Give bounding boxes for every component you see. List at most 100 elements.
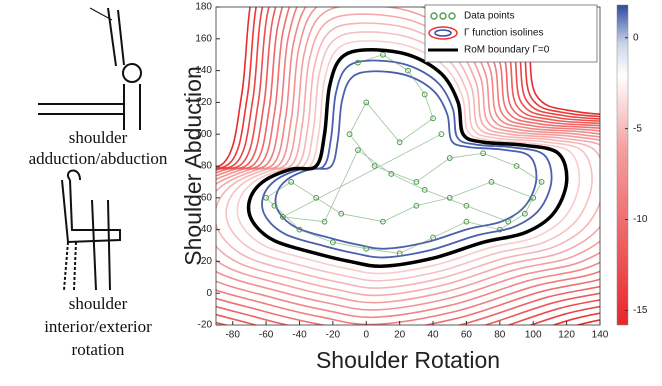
trajectory <box>265 54 543 254</box>
x-axis-label: Shoulder Rotation <box>316 347 500 373</box>
isoline <box>274 70 538 250</box>
data-point <box>396 250 403 257</box>
caption: rotation <box>72 340 125 359</box>
colorbar-tick-label: 0 <box>633 32 639 43</box>
isoline <box>216 7 600 325</box>
data-point <box>363 245 370 252</box>
isoline <box>216 7 600 325</box>
data-point <box>430 234 436 241</box>
x-tick-label: 0 <box>363 330 369 341</box>
data-point <box>321 218 328 225</box>
data-point <box>388 171 395 177</box>
colorbar-tick-label: -10 <box>633 214 648 225</box>
y-tick-label: 0 <box>206 288 212 299</box>
legend-marker <box>428 26 458 40</box>
isoline <box>216 7 600 325</box>
y-tick-label: 180 <box>195 2 212 13</box>
data-point <box>296 226 303 233</box>
data-point <box>413 179 420 185</box>
data-point <box>313 194 320 201</box>
y-tick-label: 160 <box>195 33 212 44</box>
isoline <box>216 7 600 325</box>
data-point <box>263 194 269 201</box>
data-point <box>446 194 453 201</box>
legend-label: RoM boundary Γ=0 <box>464 45 550 56</box>
legend-box <box>424 4 598 63</box>
data-point <box>371 163 378 169</box>
data-point <box>480 150 487 157</box>
caption: shoulder <box>69 294 128 313</box>
data-point <box>538 179 545 185</box>
legend-marker <box>430 12 456 20</box>
caption: adduction/abduction <box>29 149 168 168</box>
rotation-figure <box>61 169 121 291</box>
x-tick-label: 60 <box>461 330 473 341</box>
isoline <box>216 7 600 325</box>
data-point <box>505 218 512 225</box>
data-point <box>329 239 336 246</box>
data-point <box>530 194 537 201</box>
legend-label: Data points <box>464 11 515 22</box>
legend: Data points Γ function isolines RoM boun… <box>424 4 598 63</box>
y-tick-label: 100 <box>195 129 212 140</box>
data-point <box>288 179 295 185</box>
data-point <box>421 186 428 193</box>
caption: shoulder <box>69 128 128 147</box>
y-tick-label: 80 <box>201 161 213 172</box>
data-point <box>355 59 361 66</box>
legend-label: Γ function isolines <box>464 28 543 39</box>
isoline <box>216 13 600 297</box>
isoline <box>261 59 553 259</box>
data-point <box>338 210 345 217</box>
colorbar-tick-label: -15 <box>633 305 648 316</box>
plot-area <box>216 7 600 325</box>
y-tick-label: 140 <box>195 65 212 76</box>
isoline <box>216 7 600 325</box>
y-tick-label: 60 <box>201 192 213 203</box>
isoline <box>216 7 600 319</box>
data-point <box>380 218 386 225</box>
legend-marker <box>434 29 452 37</box>
x-tick-label: 80 <box>494 330 506 341</box>
caption: interior/exterior <box>44 317 152 336</box>
isoline <box>216 7 600 304</box>
data-point <box>513 163 520 169</box>
data-point <box>363 99 370 106</box>
data-point <box>346 131 353 138</box>
x-tick-label: -20 <box>326 330 341 341</box>
isoline <box>216 7 600 311</box>
x-tick-label: 140 <box>592 330 609 341</box>
isoline <box>216 7 600 325</box>
data-point <box>380 51 386 58</box>
y-tick-label: 120 <box>195 97 212 108</box>
x-tick-label: 20 <box>394 330 406 341</box>
data-point <box>463 218 470 225</box>
isoline <box>216 7 600 325</box>
rom-boundary <box>246 48 569 268</box>
colorbar <box>616 4 629 326</box>
colorbar-tick-label: -5 <box>633 123 642 134</box>
data-point <box>430 115 436 122</box>
data-point <box>521 210 528 217</box>
abduction-figure <box>38 7 142 130</box>
data-point <box>271 202 278 209</box>
data-point <box>421 91 428 98</box>
data-point <box>438 131 445 138</box>
data-point <box>446 155 453 161</box>
data-point <box>413 202 420 209</box>
y-tick-label: 20 <box>201 256 213 267</box>
data-point <box>355 147 361 154</box>
x-tick-label: 40 <box>427 330 439 341</box>
data-point <box>396 139 403 146</box>
data-point <box>279 213 286 220</box>
data-point <box>405 67 411 74</box>
y-tick-label: -20 <box>198 320 213 331</box>
x-tick-label: -80 <box>225 330 240 341</box>
y-axis-label: Shoulder Abduction <box>180 66 206 266</box>
data-point <box>488 179 495 185</box>
x-tick-label: -40 <box>292 330 307 341</box>
x-tick-label: 100 <box>525 330 542 341</box>
x-tick-label: 120 <box>558 330 575 341</box>
y-tick-label: 40 <box>201 224 213 235</box>
